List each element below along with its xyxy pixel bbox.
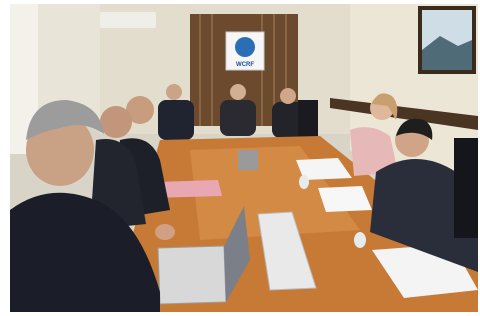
- chair: [454, 138, 478, 238]
- person-head: [280, 88, 296, 104]
- person-body: [220, 100, 256, 136]
- person-head: [230, 84, 246, 100]
- person-head: [100, 106, 132, 138]
- person-head: [166, 84, 182, 100]
- device: [238, 150, 258, 170]
- air-conditioner: [100, 12, 156, 28]
- logo-text: WCRF: [236, 62, 254, 68]
- person-hand: [155, 224, 175, 240]
- person-body: [158, 100, 194, 140]
- page: {"logo": {"text": "WCRF"}} WCRF: [0, 0, 480, 316]
- meeting-photo: WCRF: [0, 0, 480, 316]
- glass: [299, 175, 309, 189]
- logo-globe: [235, 37, 255, 57]
- glass: [354, 232, 366, 248]
- laptop-base: [158, 246, 226, 304]
